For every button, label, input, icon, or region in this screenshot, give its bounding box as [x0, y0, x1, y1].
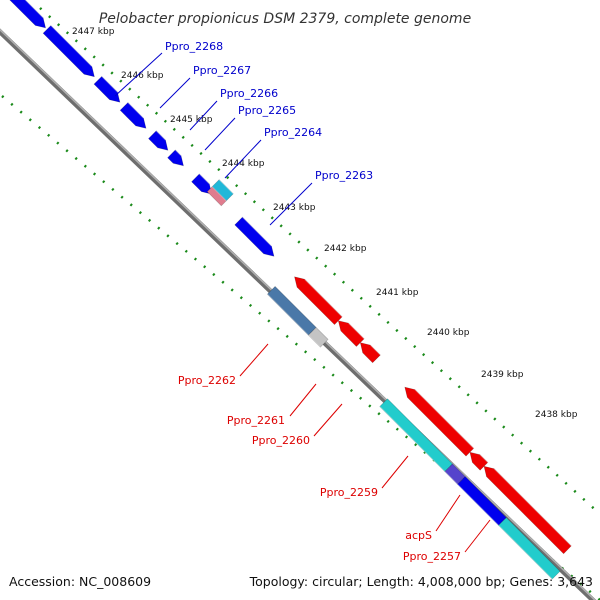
- gene-box: [307, 326, 329, 348]
- gene-leader-line: [239, 343, 269, 377]
- gene-highlight: [218, 179, 234, 195]
- gene-arrow: [337, 320, 365, 347]
- gene-highlight: [307, 334, 321, 348]
- gene-highlight: [198, 173, 210, 185]
- gene-label: Ppro_2267: [193, 64, 251, 77]
- gene-arrow: [359, 342, 381, 364]
- kbp-tick-labels: 2447 kbp 2446 kbp 2445 kbp 2444 kbp 2443 kbp…: [72, 27, 578, 420]
- gene-arrow: [469, 451, 489, 471]
- gene-leader-line: [159, 77, 191, 109]
- gene-leader-line: [204, 117, 236, 151]
- map-title: Pelobacter propionicus DSM 2379, complet…: [99, 11, 471, 27]
- gene-highlight: [155, 130, 166, 141]
- gene-leader-line: [435, 494, 461, 532]
- gene-highlight: [101, 75, 118, 93]
- gene-highlight: [50, 25, 93, 67]
- gene-highlight: [24, 0, 44, 19]
- gene-highlight: [457, 483, 499, 526]
- accession-text: Accession: NC_008609: [9, 574, 151, 589]
- gene-label: Ppro_2262: [178, 374, 236, 387]
- gene-label: Ppro_2257: [403, 550, 461, 563]
- kbp-tick-label: 2440 kbp: [427, 328, 470, 338]
- gene-highlight: [127, 102, 144, 119]
- gene-highlight: [444, 471, 458, 485]
- gene-leader-line: [114, 52, 163, 97]
- gene-box: [379, 398, 453, 473]
- kbp-tick-label: 2447 kbp: [72, 27, 115, 37]
- kbp-tick-label: 2446 kbp: [121, 71, 164, 81]
- gene-highlight: [304, 278, 343, 318]
- gene-label: Ppro_2261: [227, 414, 285, 427]
- gene-arrow: [294, 276, 343, 326]
- gene-highlight: [370, 344, 381, 356]
- gene-label: Ppro_2264: [264, 126, 322, 139]
- gene-arrow: [167, 149, 184, 167]
- gene-highlight: [211, 186, 227, 202]
- gene-leader-line: [269, 182, 313, 226]
- gene-leader-line: [289, 383, 317, 417]
- gene-arrow: [93, 75, 121, 103]
- outer-tick-line: [39, 7, 600, 515]
- gene-arrow: [42, 25, 95, 78]
- kbp-tick-label: 2439 kbp: [481, 370, 524, 380]
- kbp-tick-label: 2441 kbp: [376, 288, 419, 298]
- gene-highlight: [266, 293, 309, 336]
- gene-highlight: [414, 389, 475, 449]
- kbp-tick-label: 2438 kbp: [535, 410, 578, 420]
- gene-label: Ppro_2263: [315, 169, 373, 182]
- gene-highlight: [242, 216, 272, 247]
- topology-text: Topology: circular; Length: 4,008,000 bp…: [249, 574, 593, 589]
- gene-box: [498, 517, 561, 580]
- gene-highlight: [498, 524, 553, 580]
- gene-arrow: [9, 0, 47, 29]
- kbp-tick-label: 2443 kbp: [273, 203, 316, 213]
- kbp-tick-label: 2445 kbp: [170, 115, 213, 125]
- gene-arrow: [404, 386, 475, 457]
- gene-highlight: [174, 149, 182, 156]
- kbp-tick-label: 2442 kbp: [324, 244, 367, 254]
- gene-label: Ppro_2259: [320, 486, 378, 499]
- gene-label: Ppro_2260: [252, 434, 310, 447]
- gene-label: Ppro_2268: [165, 40, 223, 53]
- gene-leader-line: [464, 519, 491, 553]
- gene-leader-line: [313, 403, 343, 437]
- gene-label: acpS: [405, 529, 432, 542]
- gene-arrow: [483, 465, 572, 555]
- gene-highlight: [348, 322, 365, 340]
- gene-box: [206, 186, 227, 207]
- gene-highlight: [479, 454, 489, 463]
- gene-arrow: [234, 216, 275, 257]
- tick-dot-lines: [1, 7, 600, 600]
- gene-arrows: [9, 0, 572, 580]
- gene-label: Ppro_2266: [220, 87, 278, 100]
- gene-leader-line: [189, 100, 218, 131]
- gene-arrow: [148, 130, 169, 151]
- gene-arrow: [119, 102, 147, 129]
- gene-highlight: [379, 406, 446, 473]
- gene-label: Ppro_2265: [238, 104, 296, 117]
- gene-labels: Ppro_2268 Ppro_2267 Ppro_2266 Ppro_2265 Ppro…: [114, 40, 491, 563]
- kbp-tick-label: 2444 kbp: [222, 159, 265, 169]
- gene-leader-line: [224, 139, 262, 179]
- gene-highlight: [493, 468, 572, 547]
- gene-leader-line: [381, 455, 409, 489]
